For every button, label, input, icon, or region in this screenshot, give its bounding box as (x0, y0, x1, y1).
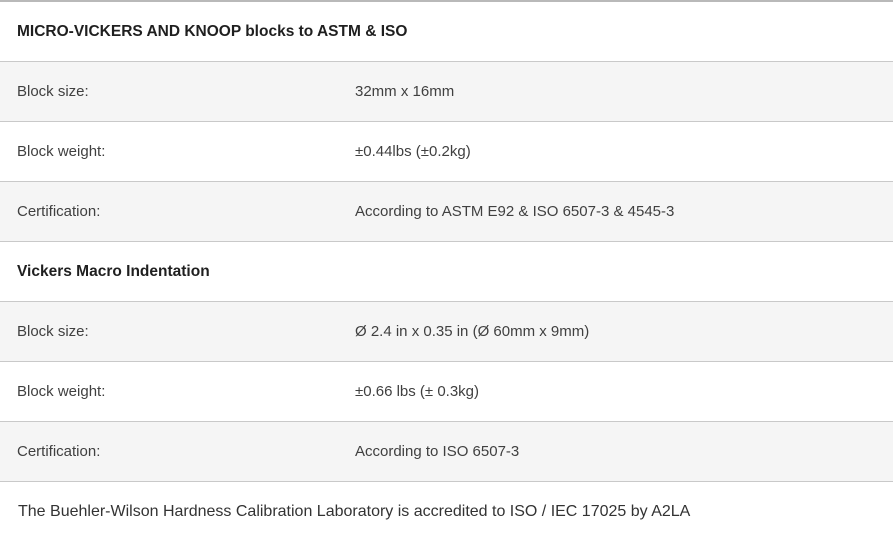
row-label: Block size: (17, 323, 89, 340)
spec-row-block-size: Block size: 32mm x 16mm (0, 62, 893, 122)
row-value: Ø 2.4 in x 0.35 in (Ø 60mm x 9mm) (355, 323, 590, 340)
accreditation-note: The Buehler-Wilson Hardness Calibration … (0, 482, 893, 542)
row-label: Block size: (17, 83, 89, 100)
row-label: Certification: (17, 443, 101, 460)
spec-table: MICRO-VICKERS AND KNOOP blocks to ASTM &… (0, 0, 893, 482)
row-value: ±0.44lbs (±0.2kg) (355, 143, 471, 160)
row-label: Certification: (17, 203, 101, 220)
spec-row-certification: Certification: According to ISO 6507-3 (0, 422, 893, 482)
row-label: Block weight: (17, 143, 106, 160)
row-value: 32mm x 16mm (355, 83, 455, 100)
section-header-micro-vickers-knoop: MICRO-VICKERS AND KNOOP blocks to ASTM &… (0, 2, 893, 62)
spec-row-block-weight: Block weight: ±0.44lbs (±0.2kg) (0, 122, 893, 182)
row-value: According to ISO 6507-3 (355, 443, 520, 460)
row-value: ±0.66 lbs (± 0.3kg) (355, 383, 480, 400)
spec-row-block-size: Block size: Ø 2.4 in x 0.35 in (Ø 60mm x… (0, 302, 893, 362)
section-title: Vickers Macro Indentation (17, 262, 210, 280)
section-header-vickers-macro-indentation: Vickers Macro Indentation (0, 242, 893, 302)
spec-row-certification: Certification: According to ASTM E92 & I… (0, 182, 893, 242)
section-title: MICRO-VICKERS AND KNOOP blocks to ASTM &… (17, 22, 408, 40)
spec-row-block-weight: Block weight: ±0.66 lbs (± 0.3kg) (0, 362, 893, 422)
row-label: Block weight: (17, 383, 106, 400)
row-value: According to ASTM E92 & ISO 6507-3 & 454… (355, 203, 675, 220)
